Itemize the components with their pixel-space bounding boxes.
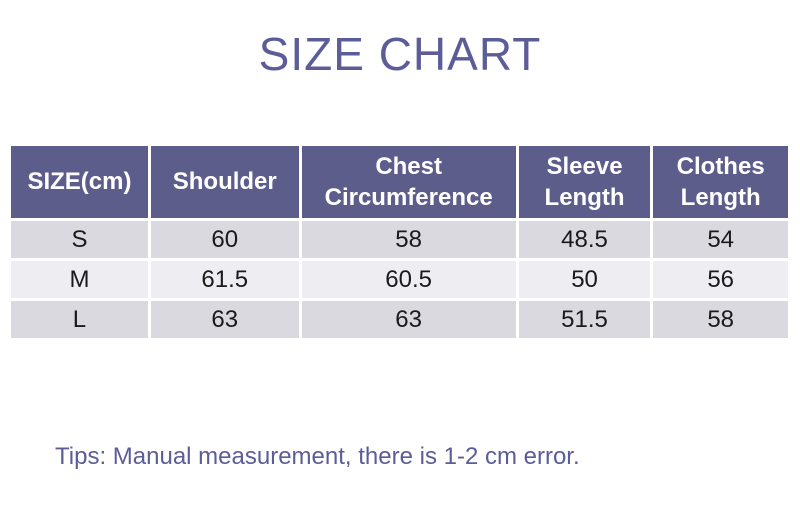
table-cell: 51.5 (518, 301, 651, 338)
column-header: Sleeve Length (518, 146, 651, 218)
size-table: SIZE(cm) Shoulder Chest Circumference Sleev… (8, 143, 791, 341)
table-cell: 60.5 (301, 261, 516, 298)
column-header: Chest Circumference (301, 146, 516, 218)
size-cell: L (11, 301, 148, 338)
tips-text: Tips: Manual measurement, there is 1-2 c… (55, 443, 580, 470)
table-cell: 63 (301, 301, 516, 338)
table-row: L 63 63 51.5 58 (11, 301, 788, 338)
table-row: M 61.5 60.5 50 56 (11, 261, 788, 298)
table-cell: 60 (150, 221, 299, 258)
page-title: SIZE CHART (258, 28, 542, 80)
table-cell: 58 (301, 221, 516, 258)
column-header: SIZE(cm) (11, 146, 148, 218)
table-cell: 56 (653, 261, 788, 298)
table-row: S 60 58 48.5 54 (11, 221, 788, 258)
column-header: Clothes Length (653, 146, 788, 218)
table-cell: 58 (653, 301, 788, 338)
size-cell: S (11, 221, 148, 258)
table-cell: 61.5 (150, 261, 299, 298)
table-cell: 54 (653, 221, 788, 258)
table-cell: 50 (518, 261, 651, 298)
size-cell: M (11, 261, 148, 298)
table-cell: 63 (150, 301, 299, 338)
column-header: Shoulder (150, 146, 299, 218)
table-cell: 48.5 (518, 221, 651, 258)
header-row: SIZE(cm) Shoulder Chest Circumference Sleev… (11, 146, 788, 218)
